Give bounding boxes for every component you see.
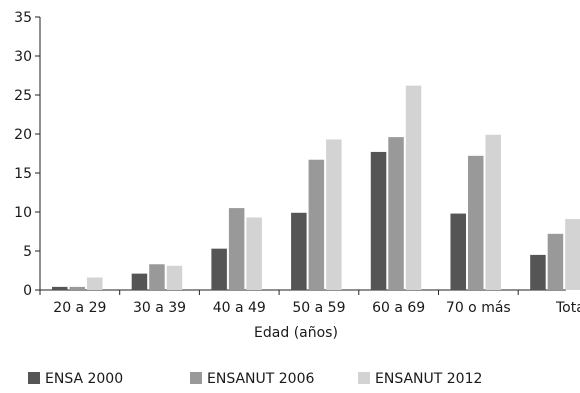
bar bbox=[246, 217, 262, 290]
bar bbox=[308, 159, 325, 290]
bar bbox=[149, 264, 165, 290]
bar bbox=[388, 137, 404, 290]
y-tick-label: 25 bbox=[14, 88, 32, 104]
bars bbox=[52, 85, 580, 290]
bar bbox=[565, 219, 580, 290]
legend: ENSA 2000 ENSANUT 2006 ENSANUT 2012 bbox=[28, 371, 482, 387]
x-tick-label: 20 a 29 bbox=[53, 300, 106, 316]
y-tick-label: 35 bbox=[14, 10, 32, 26]
legend-swatch bbox=[28, 372, 40, 384]
y-tick-label: 15 bbox=[14, 166, 32, 182]
bar bbox=[467, 155, 484, 290]
x-tick-label: 40 a 49 bbox=[213, 300, 266, 316]
y-tick-label: 20 bbox=[14, 127, 32, 143]
y-tick-label: 0 bbox=[23, 283, 32, 299]
x-axis-title: Edad (años) bbox=[254, 325, 338, 341]
bar bbox=[228, 208, 245, 290]
x-axis: 20 a 29 30 a 39 40 a 49 50 a 59 60 a 69 70 o … bbox=[39, 289, 580, 316]
legend-label: ENSANUT 2012 bbox=[375, 371, 482, 387]
y-tick-label: 10 bbox=[14, 205, 32, 221]
legend-label: ENSANUT 2006 bbox=[207, 371, 314, 387]
bar bbox=[547, 233, 564, 290]
bar bbox=[52, 286, 68, 290]
x-tick-label: 30 a 39 bbox=[133, 300, 186, 316]
bar bbox=[291, 212, 307, 290]
bar bbox=[326, 139, 342, 290]
x-tick-label: 60 a 69 bbox=[372, 300, 425, 316]
y-tick-label: 5 bbox=[23, 244, 32, 260]
legend-swatch bbox=[190, 372, 202, 384]
y-tick-label: 30 bbox=[14, 49, 32, 65]
bar bbox=[485, 134, 501, 290]
bar bbox=[211, 248, 227, 290]
legend-label: ENSA 2000 bbox=[45, 371, 123, 387]
bar bbox=[131, 273, 148, 290]
bar bbox=[69, 286, 85, 290]
x-tick-label: 70 o más bbox=[446, 300, 511, 316]
bar bbox=[405, 85, 422, 290]
bar bbox=[166, 265, 183, 290]
y-axis: 0 5 10 15 20 25 30 35 bbox=[14, 10, 41, 299]
bar bbox=[530, 254, 546, 290]
bar bbox=[450, 213, 466, 290]
x-tick-label: Total bbox=[555, 300, 580, 316]
legend-swatch bbox=[358, 372, 370, 384]
bar bbox=[87, 277, 103, 290]
bar bbox=[370, 151, 387, 290]
x-tick-label: 50 a 59 bbox=[292, 300, 345, 316]
